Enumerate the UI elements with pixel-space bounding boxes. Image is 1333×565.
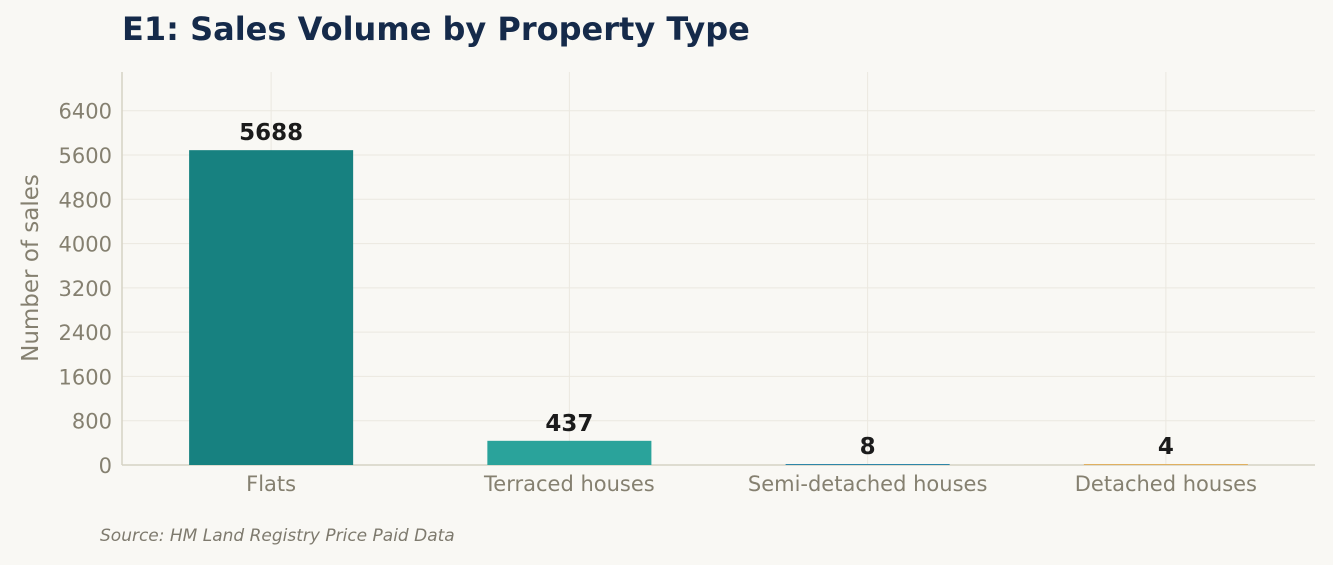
y-tick-label: 5600 xyxy=(59,144,112,168)
data-labels: 5688 437 8 4 xyxy=(239,120,1174,460)
source-note: Source: HM Land Registry Price Paid Data xyxy=(100,526,455,546)
y-tick-label: 4000 xyxy=(59,233,112,257)
y-tick-label: 0 xyxy=(99,454,112,478)
y-tick-label: 3200 xyxy=(59,277,112,301)
y-tick-labels: 0 800 1600 2400 3200 4000 4800 5600 6400 xyxy=(59,100,112,478)
bar-semi-detached-houses xyxy=(785,464,950,465)
x-tick-label: Semi-detached houses xyxy=(748,472,988,496)
y-tick-label: 1600 xyxy=(59,365,112,389)
x-tick-label: Flats xyxy=(246,472,296,496)
bar-terraced-houses xyxy=(487,440,652,465)
x-tick-labels: Flats Terraced houses Semi-detached houses… xyxy=(246,472,1257,496)
bar-detached-houses xyxy=(1083,464,1248,465)
chart-title: E1: Sales Volume by Property Type xyxy=(122,10,750,48)
x-tick-label: Terraced houses xyxy=(483,472,655,496)
data-label: 4 xyxy=(1158,434,1174,460)
x-tick-label: Detached houses xyxy=(1075,472,1257,496)
data-label: 437 xyxy=(545,411,593,437)
y-axis-title: Number of sales xyxy=(18,174,44,362)
y-tick-label: 800 xyxy=(72,410,112,434)
data-label: 5688 xyxy=(239,120,303,146)
y-tick-label: 2400 xyxy=(59,321,112,345)
bar-flats xyxy=(189,150,354,466)
bars xyxy=(189,150,1248,466)
data-label: 8 xyxy=(860,434,876,460)
y-tick-label: 6400 xyxy=(59,100,112,124)
y-tick-label: 4800 xyxy=(59,188,112,212)
